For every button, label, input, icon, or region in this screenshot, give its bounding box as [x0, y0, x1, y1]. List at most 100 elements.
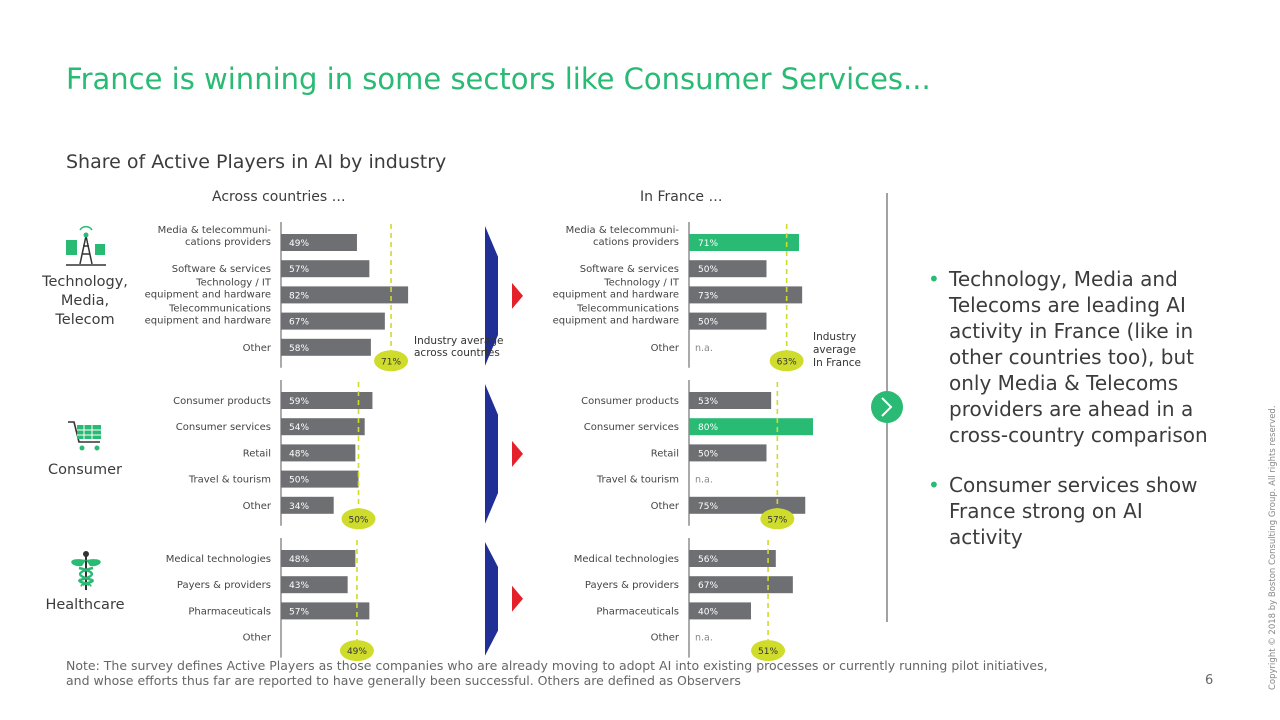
key-findings-list: • Technology, Media and Telecoms are lead…: [928, 266, 1208, 574]
bar-value-across: 43%: [289, 581, 309, 591]
category-label: Consumer services: [176, 422, 271, 433]
bar-france: [689, 444, 767, 462]
average-across-badge: [374, 350, 409, 372]
average-france-label: 63%: [777, 357, 797, 367]
group-name: Media,: [61, 293, 109, 309]
bar-value-across: 49%: [289, 239, 309, 249]
average-across-label: 50%: [348, 515, 368, 525]
footnote: Note: The survey defines Active Players …: [66, 658, 1048, 688]
comparison-arrow-tip-icon: [512, 440, 523, 467]
bullet-dot-icon: •: [928, 473, 940, 497]
category-label: Media & telecommuni-: [158, 225, 272, 236]
group-name: Healthcare: [45, 597, 124, 613]
bar-france: [689, 576, 793, 594]
bar-france: [689, 260, 767, 278]
average-across-badge: [341, 508, 376, 530]
bar-value-france: 71%: [698, 239, 718, 249]
bar-value-france: 56%: [698, 555, 718, 565]
category-label: Consumer services: [584, 422, 679, 433]
bar-value-france: 50%: [698, 265, 718, 275]
bar-value-france: 80%: [698, 423, 718, 433]
bar-value-across: 82%: [289, 291, 309, 301]
category-label: Payers & providers: [177, 580, 271, 591]
bar-across: [281, 418, 365, 436]
category-label: Travel & tourism: [596, 475, 679, 486]
bar-france: [689, 602, 751, 620]
shopping-cart-icon: [68, 421, 101, 451]
bar-value-france: 75%: [698, 502, 718, 512]
category-label: equipment and hardware: [553, 316, 679, 327]
chevron-right-icon: [881, 397, 893, 417]
category-label: Consumer products: [581, 396, 679, 407]
column-header-across: Across countries …: [212, 189, 346, 205]
category-label: cations providers: [593, 237, 679, 248]
bar-value-across: 67%: [289, 318, 309, 328]
category-label: Travel & tourism: [188, 475, 271, 486]
bar-value-france: 73%: [698, 291, 718, 301]
group-name: Telecom: [54, 312, 114, 328]
category-label: Software & services: [172, 264, 271, 275]
category-label: Telecommunications: [576, 304, 679, 315]
category-label: Other: [651, 501, 680, 512]
bar-value-across: 57%: [289, 607, 309, 617]
average-france-label: 57%: [767, 515, 787, 525]
bar-value-across: 48%: [289, 555, 309, 565]
bar-value-france: 40%: [698, 607, 718, 617]
category-label: Telecommunications: [168, 304, 271, 315]
bar-value-france: 50%: [698, 449, 718, 459]
bar-across: [281, 602, 370, 620]
average-france-badge: [751, 640, 786, 662]
category-label: equipment and hardware: [553, 289, 679, 300]
finding-bullet: • Technology, Media and Telecoms are lead…: [928, 266, 1208, 448]
bar-france: [689, 418, 813, 436]
bar-across: [281, 550, 356, 567]
average-legend-france: average: [813, 344, 856, 356]
average-legend-france: In France: [813, 357, 861, 369]
bar-france: [689, 286, 803, 304]
bar-value-na: n.a.: [695, 343, 713, 354]
average-across-badge: [339, 640, 374, 662]
finding-text: Consumer services show France strong on …: [949, 473, 1198, 549]
bar-across: [281, 260, 370, 278]
bar-across: [281, 470, 359, 488]
bar-value-across: 54%: [289, 423, 309, 433]
bar-across: [281, 338, 371, 356]
average-france-label: 51%: [758, 647, 778, 657]
category-label: Pharmaceuticals: [596, 606, 679, 617]
category-label: Medical technologies: [166, 554, 271, 565]
average-legend-across: across countries: [414, 347, 500, 359]
category-label: Consumer products: [173, 396, 271, 407]
bar-value-france: 53%: [698, 397, 718, 407]
category-label: Other: [243, 633, 272, 644]
finding-text: Technology, Media and Telecoms are leadi…: [949, 267, 1208, 447]
category-label: Retail: [651, 448, 679, 459]
category-label: equipment and hardware: [145, 289, 271, 300]
bar-france: [689, 312, 767, 330]
finding-bullet: • Consumer services show France strong on…: [928, 472, 1208, 550]
category-label: Media & telecommuni-: [566, 225, 680, 236]
average-france-badge: [769, 350, 804, 372]
bar-across: [281, 576, 348, 594]
bar-value-across: 57%: [289, 265, 309, 275]
bar-france: [689, 234, 800, 251]
column-header-france: In France …: [640, 189, 723, 205]
category-label: Technology / IT: [195, 277, 272, 288]
next-arrow-circle-icon: [871, 391, 903, 423]
telecom-tower-icon: [66, 225, 106, 266]
caduceus-icon: [71, 551, 101, 590]
page-number: 6: [1205, 673, 1214, 688]
average-across-label: 71%: [381, 357, 401, 367]
category-label: Retail: [243, 448, 271, 459]
bar-across: [281, 496, 334, 514]
average-france-badge: [760, 508, 795, 530]
bar-value-france: 67%: [698, 581, 718, 591]
bar-value-france: 50%: [698, 318, 718, 328]
category-label: equipment and hardware: [145, 316, 271, 327]
category-label: cations providers: [185, 237, 271, 248]
comparison-arrow-icon: [485, 384, 498, 524]
category-label: Medical technologies: [574, 554, 679, 565]
bar-value-na: n.a.: [695, 475, 713, 486]
comparison-arrow-tip-icon: [512, 282, 523, 309]
average-legend-across: Industry average: [414, 335, 504, 347]
bar-across: [281, 392, 373, 409]
